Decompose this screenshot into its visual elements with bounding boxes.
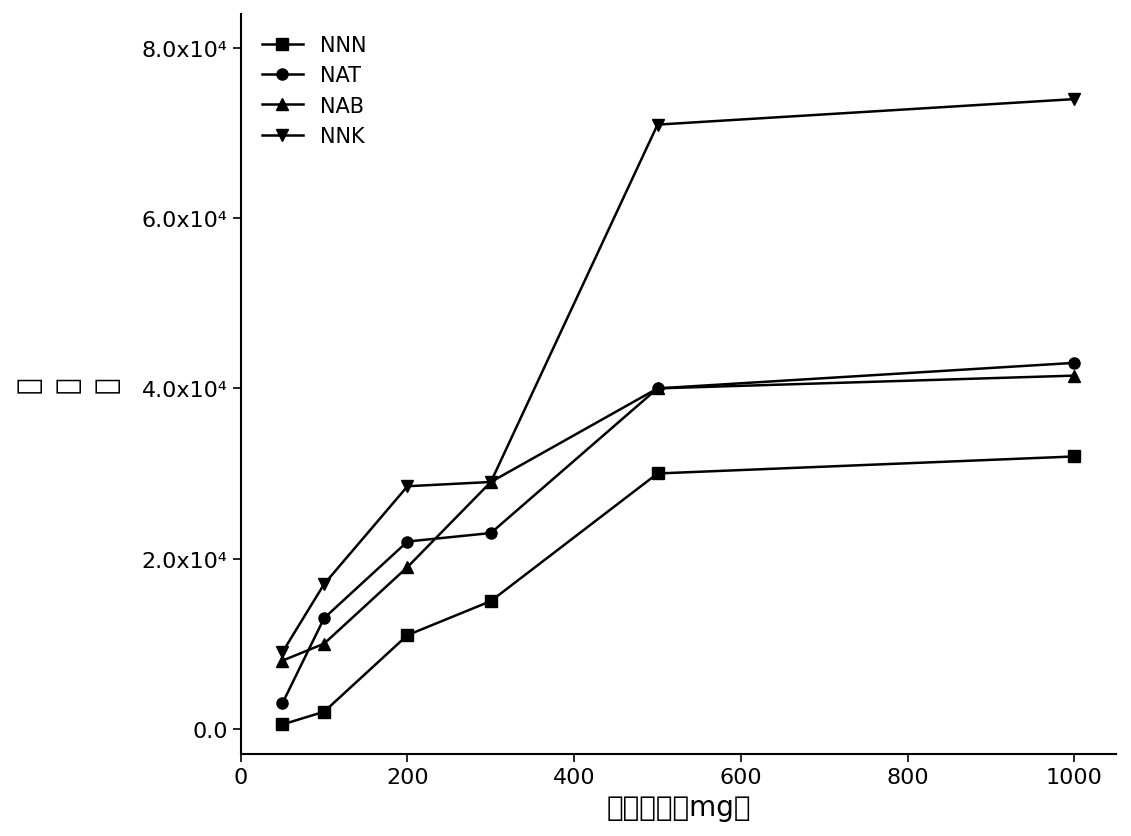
NNK: [318, 579, 331, 589]
NAB: [318, 639, 331, 649]
NNN: [276, 720, 290, 730]
NNK: [276, 647, 290, 657]
X-axis label: 填料质量（mg）: 填料质量（mg）: [606, 793, 751, 821]
NNK: [650, 120, 664, 130]
NAT: [400, 537, 414, 547]
Line: NNK: NNK: [277, 94, 1080, 658]
NAT: [318, 614, 331, 624]
NAT: [1068, 359, 1081, 369]
NAB: [484, 477, 498, 487]
NNN: [1068, 452, 1081, 462]
NNN: [484, 596, 498, 606]
NAT: [484, 528, 498, 538]
NNN: [318, 707, 331, 717]
NNN: [650, 469, 664, 479]
Legend: NNN, NAT, NAB, NNK: NNN, NAT, NAB, NNK: [251, 25, 377, 157]
NNN: [400, 630, 414, 640]
NAB: [650, 384, 664, 394]
Line: NAB: NAB: [277, 370, 1080, 666]
Y-axis label: 峰
面
积: 峰 面 积: [15, 376, 121, 393]
NNK: [400, 482, 414, 492]
NNK: [1068, 95, 1081, 105]
Line: NNN: NNN: [277, 451, 1080, 730]
NAB: [400, 563, 414, 573]
NAB: [276, 656, 290, 666]
Line: NAT: NAT: [277, 358, 1080, 709]
NAB: [1068, 371, 1081, 381]
NAT: [276, 698, 290, 708]
NAT: [650, 384, 664, 394]
NNK: [484, 477, 498, 487]
